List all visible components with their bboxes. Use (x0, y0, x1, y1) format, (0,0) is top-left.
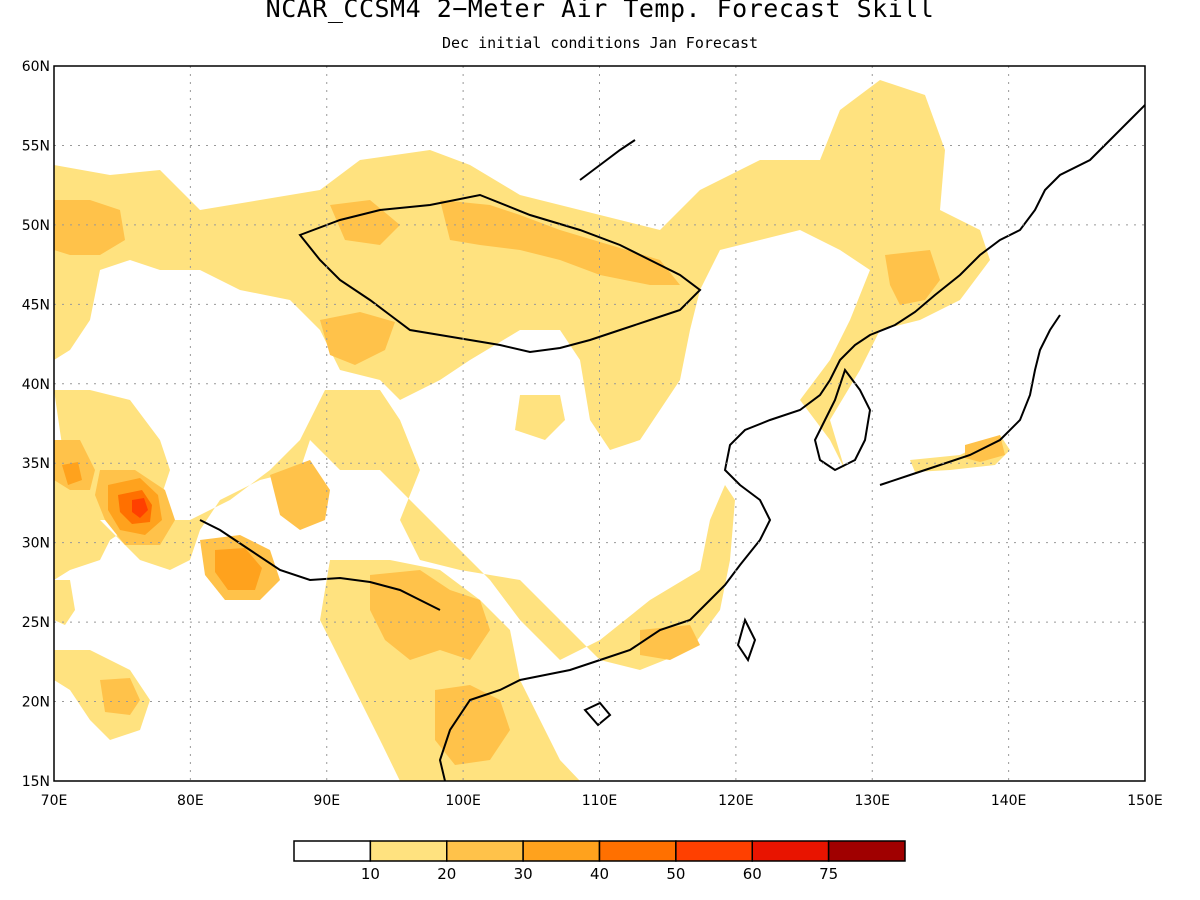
lat-tick-label: 45N (22, 297, 50, 313)
map-gridlines (54, 66, 1145, 781)
lon-tick-label: 120E (718, 793, 754, 809)
map-subtitle: Dec initial conditions Jan Forecast (441, 34, 759, 52)
lon-tick-label: 140E (991, 793, 1027, 809)
colorbar-tick-label: 10 (361, 865, 380, 883)
colorbar: 10 20 30 40 50 60 75 (293, 840, 906, 883)
colorbar-tick-label: 50 (666, 865, 685, 883)
latitude-labels: 15N 20N 25N 30N 35N 40N 45N 50N 55N 60N (22, 59, 50, 790)
lon-tick-label: 80E (177, 793, 204, 809)
colorbar-swatch (675, 840, 753, 862)
lat-tick-label: 50N (22, 218, 50, 234)
colorbar-tick-label: 40 (590, 865, 609, 883)
lon-tick-label: 100E (445, 793, 481, 809)
japan-coastline (879, 314, 1061, 486)
lon-tick-label: 70E (41, 793, 68, 809)
colorbar-tick-label: 60 (743, 865, 762, 883)
map-title: NCAR_CCSM4 2−Meter Air Temp. Forecast Sk… (265, 0, 935, 23)
skill-20-30-regions (54, 200, 1005, 765)
lon-tick-label: 130E (854, 793, 890, 809)
colorbar-swatch (751, 840, 830, 862)
lat-tick-label: 20N (22, 695, 50, 711)
korea-coastline (813, 367, 872, 472)
baikal-lake (579, 139, 636, 181)
colorbar-swatch (522, 840, 601, 862)
lon-tick-label: 150E (1127, 793, 1163, 809)
colorbar-swatch (598, 840, 677, 862)
lon-tick-label: 90E (313, 793, 340, 809)
colorbar-swatch (369, 840, 448, 862)
coastline-layer (199, 104, 1145, 781)
hainan-coastline (583, 701, 612, 727)
colorbar-swatch (827, 840, 906, 862)
skill-50-60-regions (132, 498, 148, 518)
lat-tick-label: 40N (22, 377, 50, 393)
colorbar-tick-label: 75 (819, 865, 838, 883)
colorbar-tick-label: 30 (514, 865, 533, 883)
colorbar-swatch (446, 840, 524, 862)
colorbar-tick-label: 20 (437, 865, 456, 883)
lat-tick-label: 15N (22, 774, 50, 790)
colorbar-swatch (293, 840, 372, 862)
taiwan-coastline (736, 617, 757, 663)
lat-tick-label: 60N (22, 59, 50, 75)
lat-tick-label: 35N (22, 456, 50, 472)
himalaya-border (199, 519, 441, 611)
lat-tick-label: 55N (22, 138, 50, 154)
longitude-labels: 70E 80E 90E 100E 110E 120E 130E 140E 150E (41, 793, 1163, 809)
lat-tick-label: 25N (22, 615, 50, 631)
lon-tick-label: 110E (582, 793, 618, 809)
map-frame (53, 65, 1146, 782)
mongolia-border (298, 193, 702, 354)
lat-tick-label: 30N (22, 536, 50, 552)
east-asia-coastline (438, 104, 1145, 781)
